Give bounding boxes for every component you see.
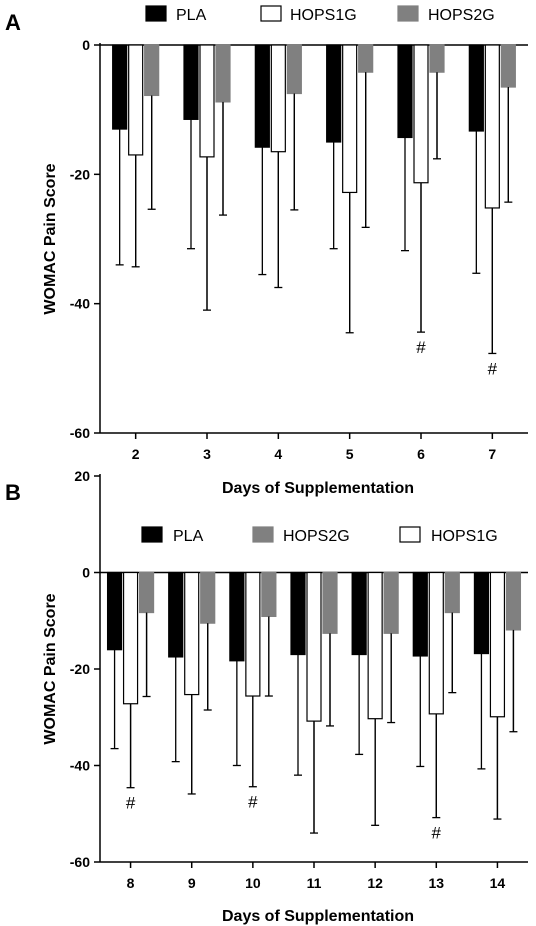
y-tick-label: -20 [70,166,90,182]
bar-pla [326,44,342,143]
x-tick-label: 3 [203,446,211,462]
bar-hops1g [184,571,200,696]
bar-hops2g [500,44,516,88]
legend-label-hops2g: HOPS2G [283,528,350,545]
y-tick-label: 0 [82,37,90,53]
legend-label-hops1g: HOPS1G [290,7,357,24]
x-tick-label: 6 [417,446,425,462]
bar-hops2g [358,44,374,73]
panel-label: B [5,480,21,505]
y-tick-label: -60 [70,854,90,870]
chart-panel-b: B -60 -40 -20 0 20 8 9 10 11 12 13 14 # # # Days of Supp… [5,468,528,925]
bar-hops1g [270,44,286,153]
y-tick-label: -60 [70,425,90,441]
bar-pla [397,44,413,139]
y-axis-title: WOMAC Pain Score [42,163,59,314]
chart-panel-a: A -60 -40 -20 0 2 3 4 5 6 7 # # Days of Supplementati… [5,5,528,497]
bar-hops2g [144,44,160,97]
legend-swatch-hops1g [399,526,421,543]
legend-label-pla: PLA [176,7,207,24]
bar-hops1g [342,44,358,194]
x-tick-label: 7 [488,446,496,462]
legend: PLA HOPS2G HOPS1G [141,526,498,545]
bar-pla [106,571,123,651]
bar-pla [229,571,245,662]
y-tick-label: -40 [70,758,90,774]
y-tick-label: 0 [82,565,90,581]
x-tick-label: 4 [274,446,282,462]
bar-hops1g [367,571,383,720]
y-tick-label: -20 [70,661,90,677]
bar-hops1g [489,571,506,718]
x-tick-label: 14 [490,875,506,891]
x-tick-label: 8 [127,875,135,891]
significance-marker: # [248,793,258,812]
bar-pla [254,44,270,148]
x-axis-title: Days of Supplementation [222,480,414,497]
legend: PLA HOPS1G HOPS2G [145,5,495,24]
bar-hops2g [505,571,522,631]
x-tick-label: 2 [132,446,140,462]
legend-swatch-hops2g [397,5,419,22]
significance-marker: # [126,794,136,813]
y-tick-label: -40 [70,296,90,312]
legend-swatch-hops1g [260,5,282,22]
bar-hops1g [199,44,215,158]
significance-marker: # [416,338,426,357]
panel-label: A [5,10,21,35]
bar-hops2g [322,571,338,634]
y-tick-label: 20 [74,468,90,484]
bar-hops1g [306,571,322,722]
bar-hops2g [286,44,302,95]
bar-pla [412,571,428,657]
bar-hops1g [245,571,261,697]
legend-label-pla: PLA [173,528,204,545]
bar-hops2g [383,571,399,634]
bar-pla [168,571,184,658]
bar-pla [290,571,306,656]
x-tick-label: 12 [367,875,383,891]
bar-hops1g [413,44,429,184]
legend-swatch-pla [145,5,167,22]
bar-hops1g [428,571,444,715]
bar-hops2g [261,571,277,618]
bar-hops1g [484,44,500,209]
bar-hops1g [128,44,144,156]
x-tick-label: 5 [346,446,354,462]
bar-hops2g [444,571,460,614]
x-tick-label: 13 [428,875,444,891]
bar-pla [183,44,199,120]
bar-hops2g [200,571,216,624]
bar-pla [468,44,484,132]
x-tick-label: 10 [245,875,261,891]
bar-hops2g [138,571,155,614]
legend-swatch-pla [141,526,163,543]
legend-label-hops2g: HOPS2G [428,7,495,24]
bar-pla [473,571,490,655]
x-tick-label: 11 [307,875,322,891]
legend-swatch-hops2g [252,526,274,543]
legend-label-hops1g: HOPS1G [431,528,498,545]
x-axis-title: Days of Supplementation [222,908,414,925]
x-tick-label: 9 [188,875,196,891]
bar-hops2g [429,44,445,73]
bar-hops2g [215,44,231,103]
bar-hops1g [122,571,139,705]
bar-pla [351,571,367,656]
bar-pla [112,44,128,130]
significance-marker: # [432,824,442,843]
y-axis-title: WOMAC Pain Score [42,593,59,744]
significance-marker: # [488,359,498,378]
